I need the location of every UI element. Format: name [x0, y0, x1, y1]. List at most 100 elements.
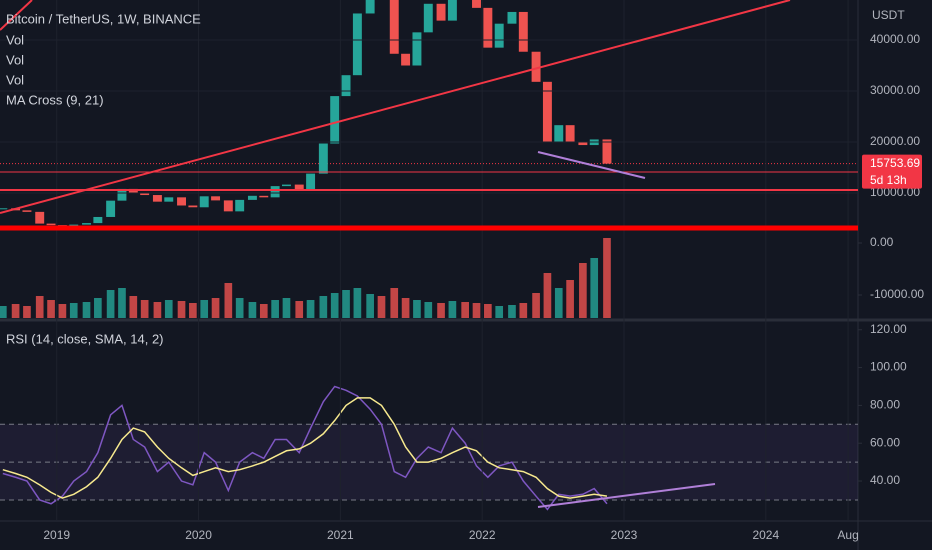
- axes: 2019 2020 2021 2022 2023 2024 Aug 10000.00 20000…: [0, 0, 924, 542]
- volume-bar: [58, 304, 67, 318]
- x-tick-label: 2023: [611, 528, 638, 542]
- volume-bar: [224, 283, 233, 318]
- candle: [494, 23, 504, 48]
- volume-bar: [69, 303, 78, 318]
- volume-bar: [508, 305, 516, 318]
- rsi-line: [2, 397, 608, 499]
- y-tick-label: 0.00: [870, 235, 894, 249]
- x-tick-label: 2024: [752, 528, 779, 542]
- volume-bar: [153, 302, 162, 318]
- volume-bar: [484, 304, 492, 318]
- volume-bar: [0, 306, 7, 318]
- candle: [282, 184, 291, 187]
- indicator-label: Vol: [6, 32, 24, 47]
- trend-line: [537, 483, 716, 508]
- volume-bar: [129, 296, 138, 318]
- candle: [401, 53, 411, 66]
- candle: [247, 195, 257, 200]
- volume-bar: [118, 288, 126, 318]
- candle: [294, 184, 304, 190]
- x-tick-label: Aug: [837, 528, 858, 542]
- volume-bar: [532, 293, 540, 318]
- volume-bar: [330, 293, 339, 318]
- currency-label: USDT: [872, 8, 905, 22]
- countdown-label: 5d 13h: [870, 173, 907, 187]
- volume-bar: [189, 303, 197, 318]
- candle: [35, 211, 45, 224]
- rsi-pane: [0, 385, 858, 511]
- candle: [483, 7, 493, 48]
- candle: [106, 200, 116, 217]
- candle: [352, 13, 362, 76]
- candle: [140, 193, 150, 196]
- indicator-label: Vol: [6, 52, 24, 67]
- candle: [235, 199, 245, 212]
- volume-bar: [461, 302, 469, 318]
- candle: [518, 11, 528, 52]
- x-tick-label: 2021: [327, 528, 354, 542]
- indicator-label: MA Cross (9, 21): [6, 92, 104, 107]
- volume-bar: [164, 300, 173, 318]
- volume-bar: [401, 298, 410, 318]
- symbol-title: Bitcoin / TetherUS, 1W, BINANCE: [6, 11, 201, 26]
- trend-line: [0, 0, 33, 31]
- volume-bar: [448, 301, 457, 318]
- volume-bar: [413, 300, 421, 318]
- candle: [447, 0, 457, 21]
- candle: [199, 196, 209, 208]
- drawings: [0, 0, 858, 508]
- volume-bar: [295, 301, 304, 318]
- volume-bar: [11, 304, 20, 318]
- volume-bar: [366, 294, 374, 318]
- y-tick-label: 40.00: [870, 473, 900, 487]
- y-tick-label: 10000.00: [870, 185, 920, 199]
- rsi-title: RSI (14, close, SMA, 14, 2): [6, 331, 164, 346]
- y-tick-label: 40000.00: [870, 32, 920, 46]
- y-tick-label: 100.00: [870, 360, 907, 374]
- volume-bar: [424, 302, 433, 318]
- trend-line: [0, 0, 791, 214]
- candle: [531, 51, 541, 82]
- price-badge: [862, 154, 922, 189]
- volume-bar: [177, 301, 186, 318]
- volume-bar: [390, 288, 399, 318]
- volume-bar: [603, 238, 611, 318]
- candle: [554, 125, 564, 143]
- candle: [22, 210, 32, 212]
- candle: [330, 96, 340, 144]
- x-tick-label: 2022: [469, 528, 496, 542]
- candle: [423, 3, 433, 33]
- volume-bar: [82, 302, 91, 318]
- candle: [412, 32, 422, 66]
- volume-bar: [519, 303, 528, 318]
- candle: [223, 200, 233, 212]
- volume-bar: [543, 273, 552, 318]
- y-tick-label: 60.00: [870, 435, 900, 449]
- y-tick-label: -10000.00: [870, 287, 924, 301]
- candle: [211, 196, 221, 201]
- candle: [270, 186, 280, 198]
- candle: [259, 195, 269, 198]
- volume-bar: [47, 300, 55, 318]
- candle: [164, 197, 174, 202]
- candle: [93, 216, 103, 224]
- candle: [341, 75, 351, 97]
- volume-bar: [94, 298, 102, 318]
- volume-bar: [353, 288, 362, 318]
- candle: [46, 223, 56, 226]
- candle: [82, 223, 91, 225]
- candle: [0, 208, 8, 210]
- candle: [436, 3, 446, 21]
- candle: [306, 173, 316, 190]
- candle: [389, 0, 399, 54]
- volume-bar: [342, 290, 350, 318]
- volume-bar: [566, 280, 574, 318]
- volume-bar: [554, 288, 563, 318]
- volume-bar: [140, 300, 149, 318]
- volume-bar: [319, 296, 328, 318]
- volume-bar: [579, 263, 587, 318]
- trend-line: [537, 151, 646, 179]
